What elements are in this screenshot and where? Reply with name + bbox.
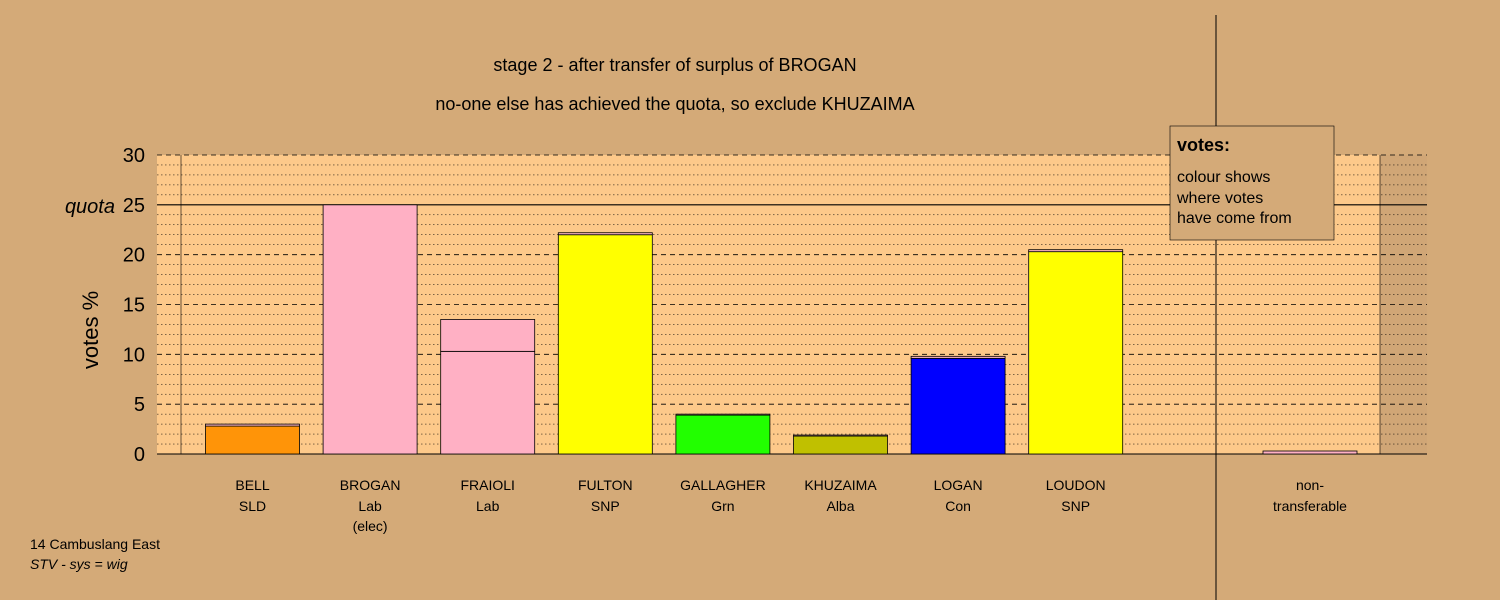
y-axis-label: votes % bbox=[78, 291, 103, 369]
y-tick-label: 5 bbox=[134, 394, 145, 416]
bar-segment bbox=[440, 319, 536, 352]
y-tick-label: 20 bbox=[123, 245, 145, 267]
x-label-party: Lab bbox=[358, 498, 382, 514]
bar-segment bbox=[1028, 249, 1124, 253]
bars-group bbox=[205, 204, 1358, 455]
bar-segment bbox=[557, 234, 653, 455]
legend-line: colour shows bbox=[1177, 169, 1270, 186]
chart-title-line2: no-one else has achieved the quota, so e… bbox=[435, 94, 914, 114]
x-label-name: FULTON bbox=[578, 477, 633, 493]
x-label-name: BELL bbox=[235, 477, 269, 493]
x-label-name: LOGAN bbox=[934, 477, 983, 493]
bar-segment bbox=[910, 355, 1006, 359]
x-label-name: BROGAN bbox=[340, 477, 401, 493]
x-label-status: (elec) bbox=[353, 518, 388, 534]
y-tick-label: 0 bbox=[134, 444, 145, 466]
quota-label: quota bbox=[65, 196, 115, 218]
bar-segment bbox=[557, 232, 653, 236]
y-tick-label: 30 bbox=[123, 145, 145, 167]
x-label-party: Con bbox=[945, 498, 971, 514]
bar-segment bbox=[322, 204, 418, 455]
bar-segment bbox=[675, 413, 771, 416]
nontransferable-label-line2: transferable bbox=[1273, 498, 1347, 514]
bar-segment bbox=[910, 357, 1006, 455]
nontransferable-bar bbox=[1262, 450, 1358, 455]
y-tick-label: 15 bbox=[123, 295, 145, 317]
x-label-party: Grn bbox=[711, 498, 734, 514]
x-label-party: SLD bbox=[239, 498, 266, 514]
chart-title-line1: stage 2 - after transfer of surplus of B… bbox=[493, 55, 856, 75]
bar-segment bbox=[793, 435, 888, 455]
x-label-party: SNP bbox=[591, 498, 620, 514]
legend-title: votes: bbox=[1177, 135, 1230, 155]
y-labels-group: 0 5 10 15 20 25 30 bbox=[123, 145, 145, 466]
bar-segment bbox=[205, 423, 300, 427]
bar-segment bbox=[440, 350, 536, 455]
y-tick-label: 10 bbox=[123, 344, 145, 366]
legend-line: where votes bbox=[1176, 190, 1263, 207]
x-label-name: LOUDON bbox=[1046, 477, 1106, 493]
nontransferable-label-line1: non- bbox=[1296, 477, 1324, 493]
x-labels-group: BELL SLD BROGAN Lab (elec) FRAIOLI Lab FULTON SN… bbox=[235, 477, 1347, 534]
y-tick-label: 25 bbox=[123, 195, 145, 217]
bar-segment bbox=[1028, 251, 1124, 455]
x-label-name: GALLAGHER bbox=[680, 477, 766, 493]
bar-segment bbox=[205, 425, 300, 455]
legend-box: votes: colour shows where votes have com… bbox=[1169, 125, 1335, 241]
x-label-name: KHUZAIMA bbox=[804, 477, 877, 493]
legend-line: have come from bbox=[1177, 210, 1292, 227]
footer-system: STV - sys = wig bbox=[30, 556, 128, 572]
footer-ward: 14 Cambuslang East bbox=[30, 536, 160, 552]
bar-segment bbox=[675, 414, 771, 455]
bar-segment bbox=[793, 434, 888, 437]
x-label-name: FRAIOLI bbox=[460, 477, 514, 493]
x-label-party: Alba bbox=[826, 498, 854, 514]
x-label-party: SNP bbox=[1061, 498, 1090, 514]
x-label-party: Lab bbox=[476, 498, 500, 514]
